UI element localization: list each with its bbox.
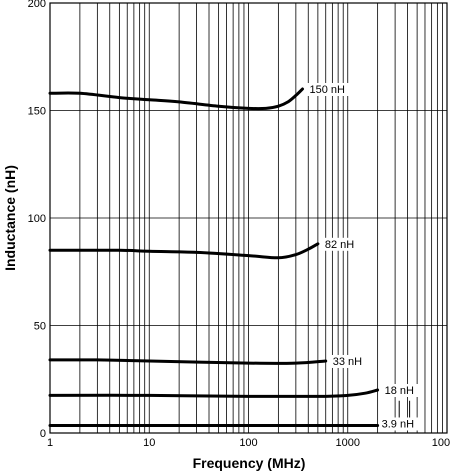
x-tick-label: 100 xyxy=(239,437,257,449)
series-label-18-nh: 18 nH xyxy=(385,385,414,397)
series-label-bg xyxy=(330,354,367,368)
series-labels: 150 nH 82 nH 33 nH 18 nH 3.9 nH xyxy=(307,83,423,431)
x-tick-label: 10000 xyxy=(432,437,450,449)
y-tick-label: 150 xyxy=(28,106,46,118)
tick-labels: 1 10 100 1000 10000 0 50 100 150 200 xyxy=(28,0,450,449)
y-tick-label: 200 xyxy=(28,0,46,10)
series-label-3-9-nh: 3.9 nH xyxy=(382,418,414,430)
series-label-150-nh: 150 nH xyxy=(309,84,345,96)
series-line-150-nh xyxy=(48,87,304,111)
series-label-bg xyxy=(382,384,419,397)
x-axis-title: Frequency (MHz) xyxy=(193,455,306,471)
y-tick-label: 50 xyxy=(34,321,46,333)
series-label-82-nh: 82 nH xyxy=(325,239,354,251)
series-group xyxy=(48,87,380,428)
x-tick-label: 1 xyxy=(47,437,53,449)
series-label-bg xyxy=(379,417,423,431)
series-label-bg xyxy=(322,237,359,251)
series-label-bg xyxy=(307,83,350,96)
series-line-82-nh xyxy=(48,242,320,260)
plot-frame xyxy=(49,2,448,434)
y-tick-label: 0 xyxy=(40,428,46,440)
y-axis-title: Inductance (nH) xyxy=(2,165,18,271)
series-line-33-nh xyxy=(48,358,328,365)
series-line-18-nh xyxy=(48,388,380,399)
series-label-33-nh: 33 nH xyxy=(333,356,362,368)
x-tick-label: 10 xyxy=(143,437,155,449)
y-tick-label: 100 xyxy=(28,213,46,225)
x-tick-label: 1000 xyxy=(336,437,360,449)
series-leader-3-9-nh xyxy=(398,400,411,418)
